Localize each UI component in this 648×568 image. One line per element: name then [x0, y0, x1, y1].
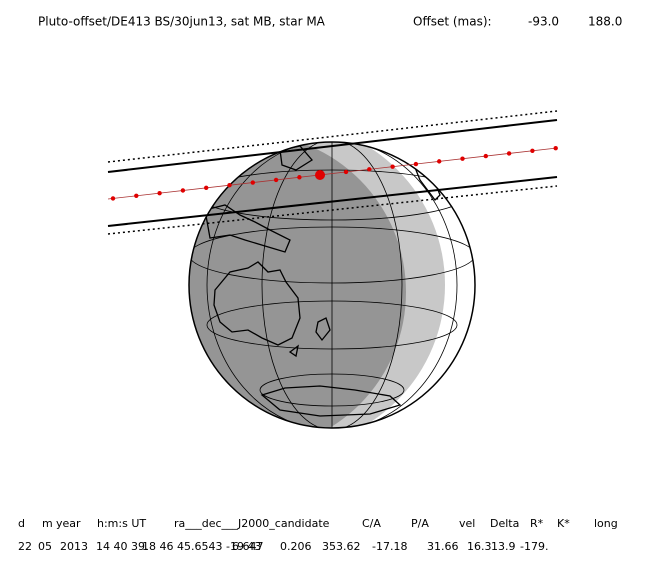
- time-marker: [227, 182, 232, 188]
- night-side: [189, 142, 406, 428]
- table-header: long: [594, 517, 618, 530]
- offset-value: 188.0: [588, 15, 622, 29]
- table-header: R*: [530, 517, 544, 530]
- time-marker: [250, 180, 255, 185]
- shadow-path: [107, 110, 558, 235]
- uncertainty-limit: [107, 185, 558, 235]
- table-cell: 18 46 45.6543 -19 43: [142, 540, 261, 553]
- time-marker: [390, 164, 395, 169]
- time-marker: [437, 159, 442, 164]
- time-marker: [413, 161, 419, 167]
- table-header: ra___dec___J2000_candidate: [174, 517, 330, 530]
- table-cell: 353.62: [322, 540, 361, 553]
- table-header: P/A: [411, 517, 429, 530]
- table-cell: -17.18: [372, 540, 407, 553]
- table-header: d: [18, 517, 25, 530]
- uncertainty-limit: [107, 110, 558, 163]
- offset-label: Offset (mas):: [413, 15, 492, 29]
- time-marker: [553, 145, 558, 151]
- table-header: h:m:s UT: [97, 517, 146, 530]
- table-header: C/A: [362, 517, 381, 530]
- time-marker: [134, 193, 139, 198]
- table-cell: 0.206: [280, 540, 312, 553]
- table-header: vel: [459, 517, 475, 530]
- table-cell: 14 40 39.: [96, 540, 148, 553]
- table-cell: 31.66: [427, 540, 459, 553]
- offset-value: -93.0: [528, 15, 559, 29]
- table-cell: 22: [18, 540, 32, 553]
- time-marker: [297, 175, 302, 180]
- time-marker: [180, 188, 186, 193]
- time-marker: [530, 148, 535, 153]
- table-cell: 2013: [60, 540, 88, 553]
- table-header: K*: [557, 517, 570, 530]
- table-header: m: [42, 517, 53, 530]
- time-marker: [157, 190, 162, 196]
- table-cell: 16.3: [467, 540, 492, 553]
- closest-approach: [315, 170, 325, 180]
- time-marker: [506, 151, 512, 156]
- table-cell: 05: [38, 540, 52, 553]
- table-header: year: [56, 517, 81, 530]
- table-cell: -179.: [520, 540, 548, 553]
- table-header: Delta: [490, 517, 519, 530]
- shadow-limit: [107, 176, 558, 227]
- globe-outline: [188, 141, 476, 429]
- time-marker: [204, 185, 209, 191]
- time-marker: [483, 153, 488, 159]
- shadow-limit: [107, 119, 558, 173]
- data-table: d m year h:m:s UT ra___dec___J2000_candidate…: [18, 517, 618, 553]
- time-marker: [460, 156, 465, 161]
- time-marker: [343, 169, 349, 175]
- title: Pluto-offset/DE413 BS/30jun13, sat MB, s…: [38, 15, 326, 29]
- table-cell: 6.647: [232, 540, 264, 553]
- table-cell: 13.9: [491, 540, 516, 553]
- time-marker: [273, 177, 279, 183]
- time-marker: [110, 196, 116, 201]
- time-marker: [367, 167, 372, 172]
